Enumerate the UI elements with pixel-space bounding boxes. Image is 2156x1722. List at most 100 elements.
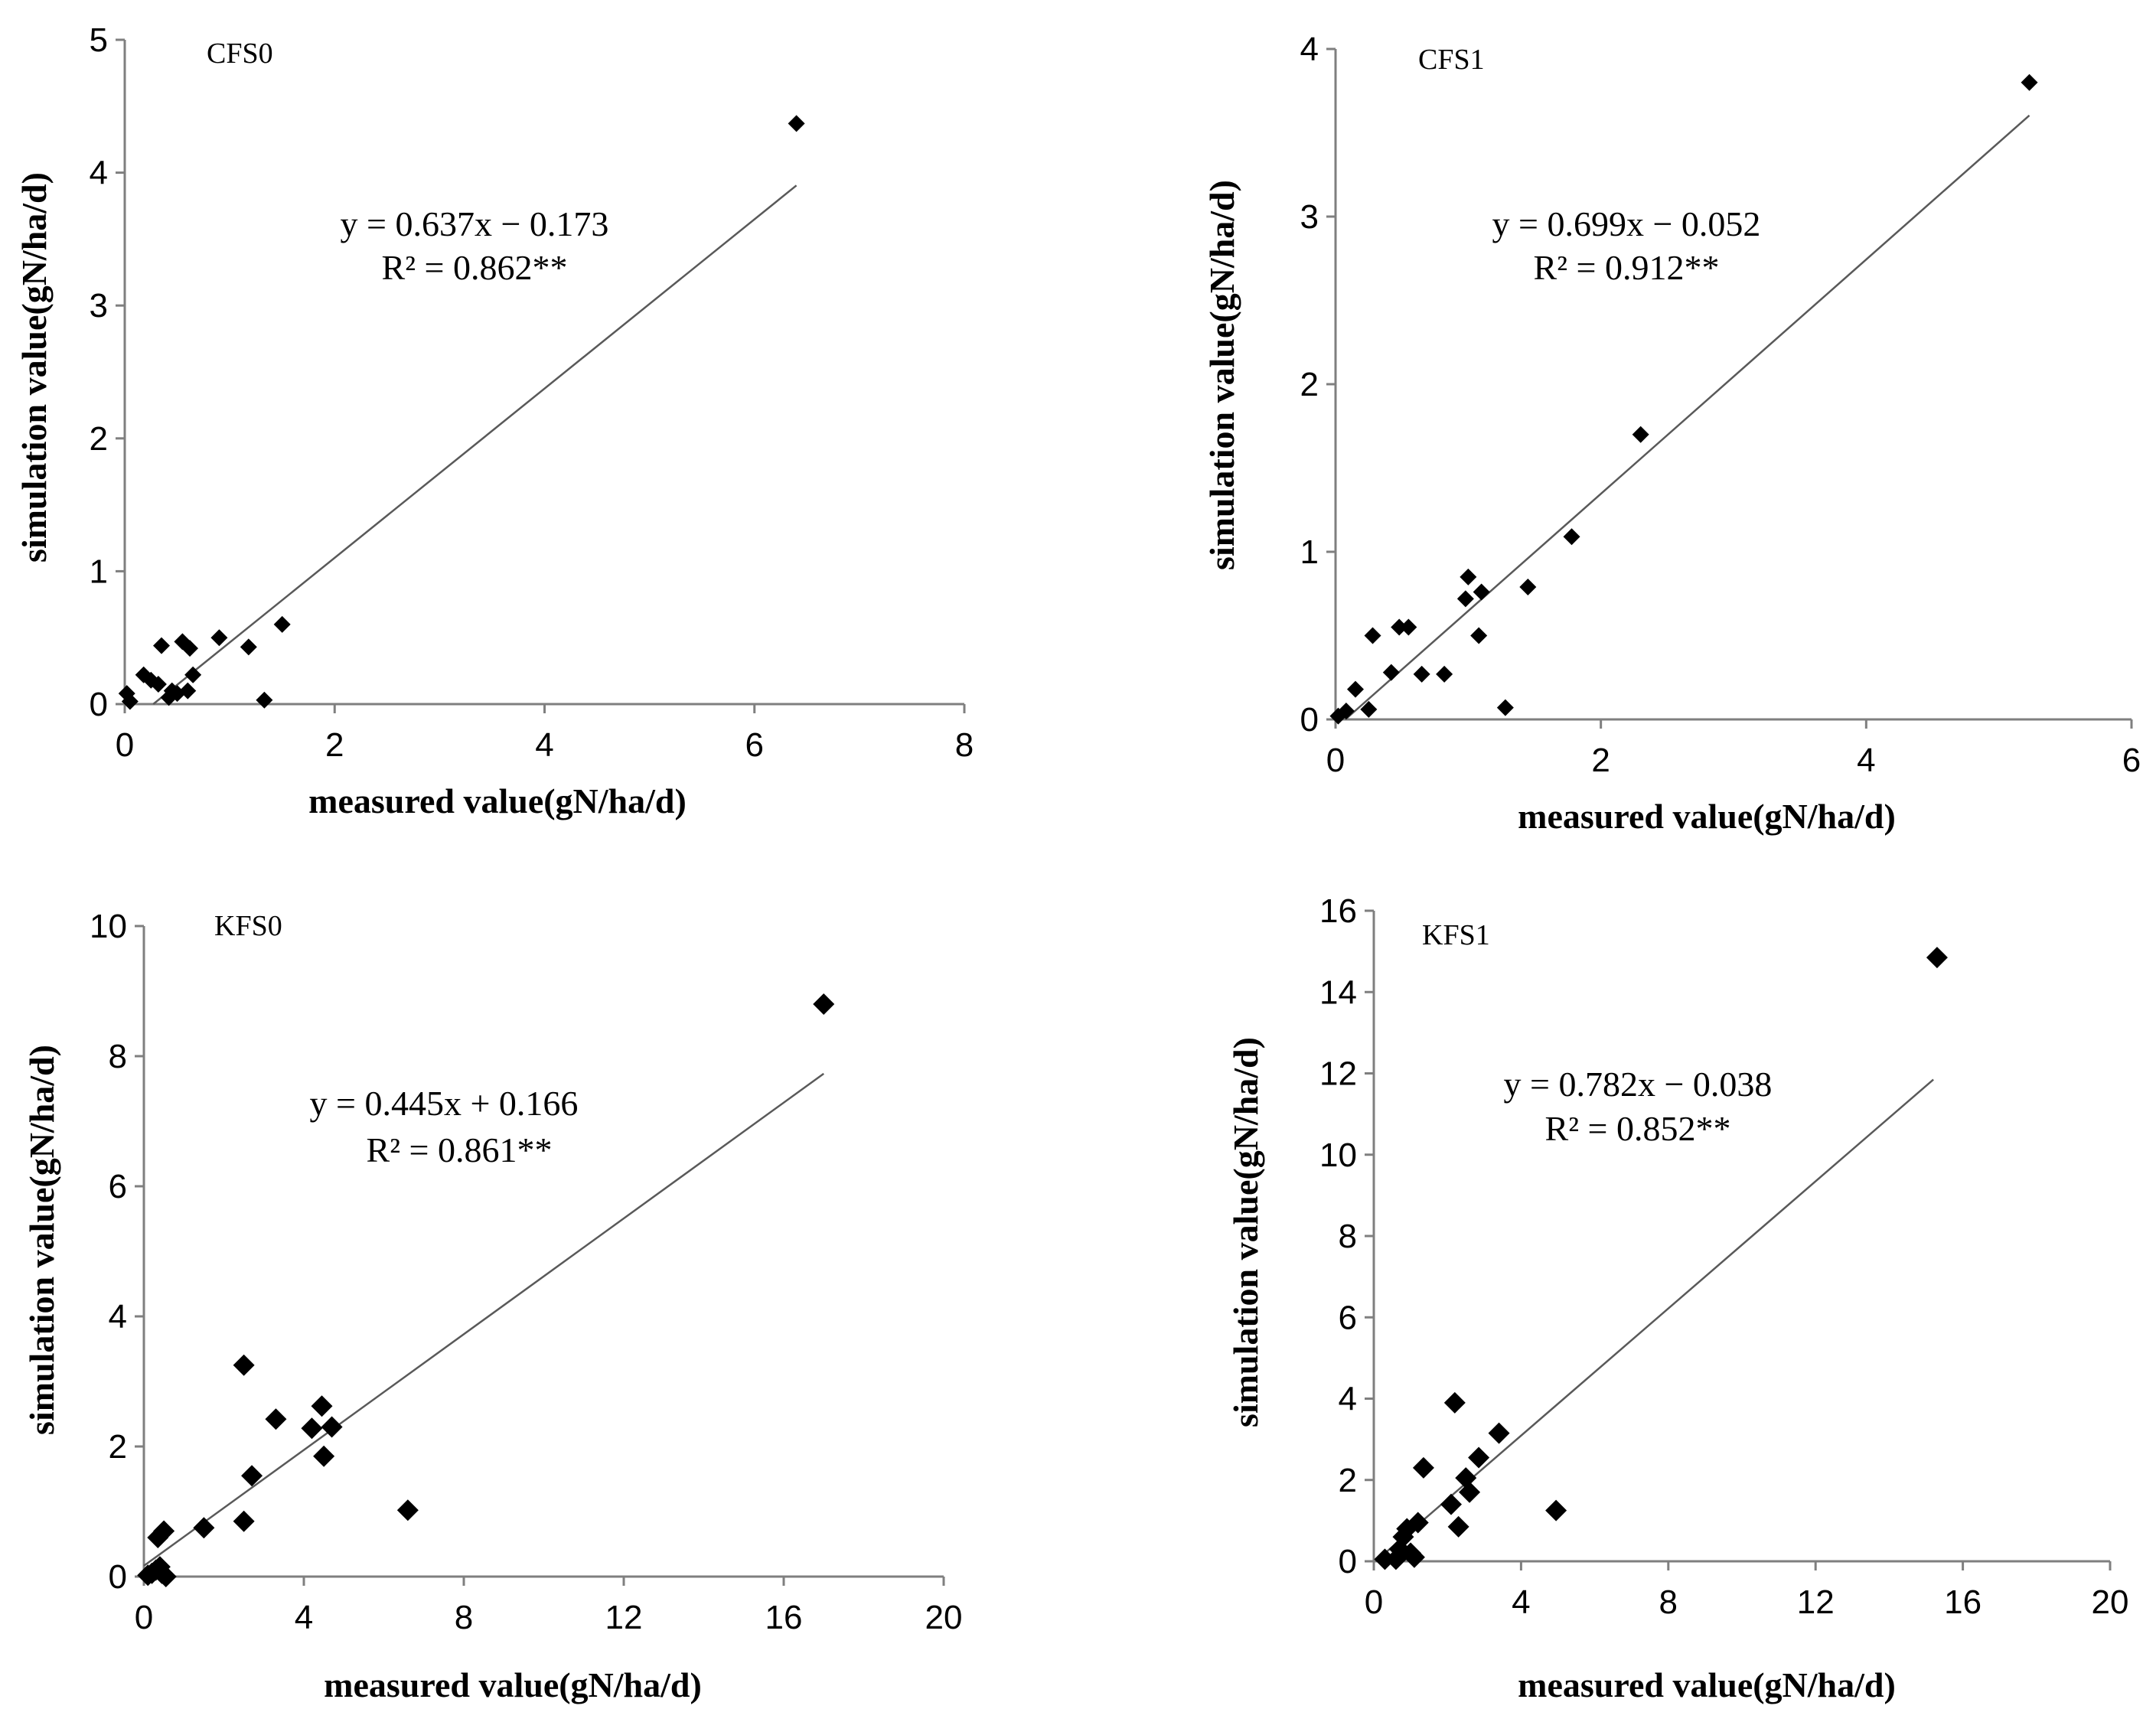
cfs1-data-point: [2021, 73, 2038, 91]
kfs0-marks: 0 2 4 6 8 10 0 4 8 12 16 20: [90, 908, 962, 1636]
cfs1-data-point: [1519, 578, 1537, 595]
cfs0-x-tick-label: 8: [955, 726, 974, 764]
cfs1-x-tick-label: 6: [2122, 742, 2141, 779]
kfs0-data-point: [233, 1354, 255, 1376]
kfs1-y-tick-label: 14: [1319, 974, 1357, 1011]
cfs1-data-point: [1470, 627, 1488, 644]
kfs1-y-tick-label: 8: [1339, 1218, 1357, 1255]
kfs1-data-point: [1545, 1499, 1567, 1521]
kfs0-data-point: [396, 1499, 419, 1521]
cfs1-data-point: [1347, 680, 1364, 698]
kfs0-fit-equation: y = 0.445x + 0.166: [310, 1084, 579, 1123]
panel-cfs1: 0 1 2 3 4 0 2 4 6 CFS1 y = 0.699x − 0.052 R² = 0…: [1202, 31, 2141, 836]
cfs0-x-tick-label: 2: [325, 726, 344, 764]
cfs1-data-point: [1473, 583, 1490, 601]
kfs0-x-tick-label: 4: [295, 1599, 313, 1636]
cfs0-data-point: [240, 638, 257, 656]
kfs1-x-axis-title: measured value(gN/ha/d): [1518, 1665, 1896, 1704]
cfs1-x-axis-title: measured value(gN/ha/d): [1518, 797, 1896, 836]
cfs1-data-point: [1337, 703, 1355, 720]
cfs0-y-axis-title: simulation value(gN/ha/d): [15, 172, 54, 563]
kfs0-y-tick-label: 6: [109, 1168, 127, 1205]
cfs0-panel-title: CFS0: [207, 38, 273, 70]
cfs0-data-point: [184, 666, 202, 683]
cfs0-y-tick-label: 3: [90, 287, 108, 325]
kfs0-trendline: [143, 1072, 824, 1567]
cfs0-y-tick-label: 2: [90, 420, 108, 458]
kfs0-data-point: [241, 1465, 263, 1487]
cfs0-x-tick-label: 4: [535, 726, 553, 764]
kfs1-data-point: [1412, 1456, 1434, 1479]
cfs1-data-point: [1496, 699, 1514, 716]
cfs1-data-point: [1382, 664, 1400, 681]
kfs1-r-squared: R² = 0.852**: [1545, 1109, 1731, 1148]
kfs1-data-point: [1403, 1546, 1425, 1568]
kfs0-data-point: [813, 993, 835, 1015]
kfs1-data-point: [1488, 1422, 1510, 1444]
kfs1-x-tick-label: 4: [1512, 1583, 1530, 1621]
kfs1-y-tick-label: 4: [1339, 1381, 1357, 1418]
cfs0-y-tick-label: 5: [90, 21, 108, 59]
kfs1-marks: 0 2 4 6 8 10 12 14 16 0 4 8 12 16 20: [1319, 892, 2128, 1621]
kfs1-x-tick-label: 16: [1944, 1583, 1981, 1621]
kfs1-x-tick-label: 8: [1659, 1583, 1678, 1621]
cfs1-y-axis-title: simulation value(gN/ha/d): [1202, 180, 1241, 570]
cfs0-data-point: [149, 675, 167, 693]
cfs0-y-tick-label: 4: [90, 155, 108, 192]
cfs0-data-point: [179, 682, 197, 700]
kfs1-y-tick-label: 6: [1339, 1299, 1357, 1336]
panel-kfs1: 0 2 4 6 8 10 12 14 16 0 4 8 12 16 20 KFS1 y = 0.782x −…: [1226, 892, 2128, 1704]
cfs1-data-point: [1456, 590, 1474, 608]
cfs0-data-point: [256, 691, 273, 709]
kfs1-y-tick-label: 12: [1319, 1055, 1357, 1093]
kfs1-fit-equation: y = 0.782x − 0.038: [1504, 1065, 1773, 1104]
kfs1-data-point: [1926, 947, 1948, 969]
cfs1-data-point: [1632, 426, 1649, 443]
panel-cfs0: 0 1 2 3 4 5 0 2 4 6 8 CFS0 y = 0.637x − 0.173 R² =…: [15, 21, 974, 820]
kfs1-x-tick-label: 0: [1365, 1583, 1383, 1621]
kfs0-data-point: [311, 1395, 333, 1417]
panel-kfs0: 0 2 4 6 8 10 0 4 8 12 16 20 KFS0 y = 0.445x + 0.166…: [22, 908, 962, 1704]
cfs1-data-point: [1360, 700, 1378, 718]
cfs0-x-tick-label: 6: [745, 726, 764, 764]
cfs0-marks: 0 1 2 3 4 5 0 2 4 6 8: [90, 21, 974, 764]
cfs1-data-point: [1436, 665, 1453, 683]
cfs0-data-point: [181, 640, 199, 657]
cfs1-r-squared: R² = 0.912**: [1534, 248, 1720, 287]
cfs1-y-tick-label: 0: [1300, 701, 1319, 739]
cfs0-x-tick-label: 0: [116, 726, 134, 764]
kfs1-data-point: [1374, 1548, 1396, 1570]
cfs1-x-tick-label: 2: [1591, 742, 1610, 779]
cfs1-fit-equation: y = 0.699x − 0.052: [1492, 204, 1761, 243]
cfs0-r-squared: R² = 0.862**: [382, 248, 568, 287]
cfs0-data-point: [152, 637, 170, 654]
cfs1-data-point: [1391, 618, 1408, 636]
kfs0-data-point: [301, 1417, 323, 1440]
cfs1-data-point: [1400, 618, 1417, 636]
cfs0-y-tick-label: 1: [90, 553, 108, 590]
kfs1-data-point: [1459, 1481, 1481, 1503]
kfs0-data-point: [321, 1416, 343, 1438]
kfs0-data-point: [233, 1510, 255, 1532]
kfs0-data-point: [265, 1408, 287, 1430]
kfs1-y-tick-label: 0: [1339, 1543, 1357, 1580]
cfs1-marks: 0 1 2 3 4 0 2 4 6: [1300, 31, 2141, 779]
kfs0-data-point: [193, 1517, 215, 1539]
cfs1-y-tick-label: 3: [1300, 198, 1319, 236]
cfs1-trendline: [1345, 114, 2030, 720]
kfs1-data-point: [1468, 1446, 1490, 1469]
cfs1-y-tick-label: 2: [1300, 366, 1319, 403]
kfs1-y-tick-label: 16: [1319, 892, 1357, 930]
kfs1-panel-title: KFS1: [1422, 919, 1490, 951]
kfs0-y-tick-label: 0: [109, 1558, 127, 1596]
cfs1-panel-title: CFS1: [1418, 44, 1485, 76]
cfs0-x-axis-title: measured value(gN/ha/d): [308, 781, 687, 820]
kfs0-y-tick-label: 8: [109, 1038, 127, 1075]
kfs0-y-tick-label: 10: [90, 908, 127, 945]
cfs0-y-tick-label: 0: [90, 686, 108, 723]
kfs0-y-tick-label: 2: [109, 1428, 127, 1466]
kfs0-y-tick-label: 4: [109, 1298, 127, 1336]
kfs1-data-point: [1443, 1391, 1466, 1414]
kfs1-x-tick-label: 12: [1797, 1583, 1835, 1621]
